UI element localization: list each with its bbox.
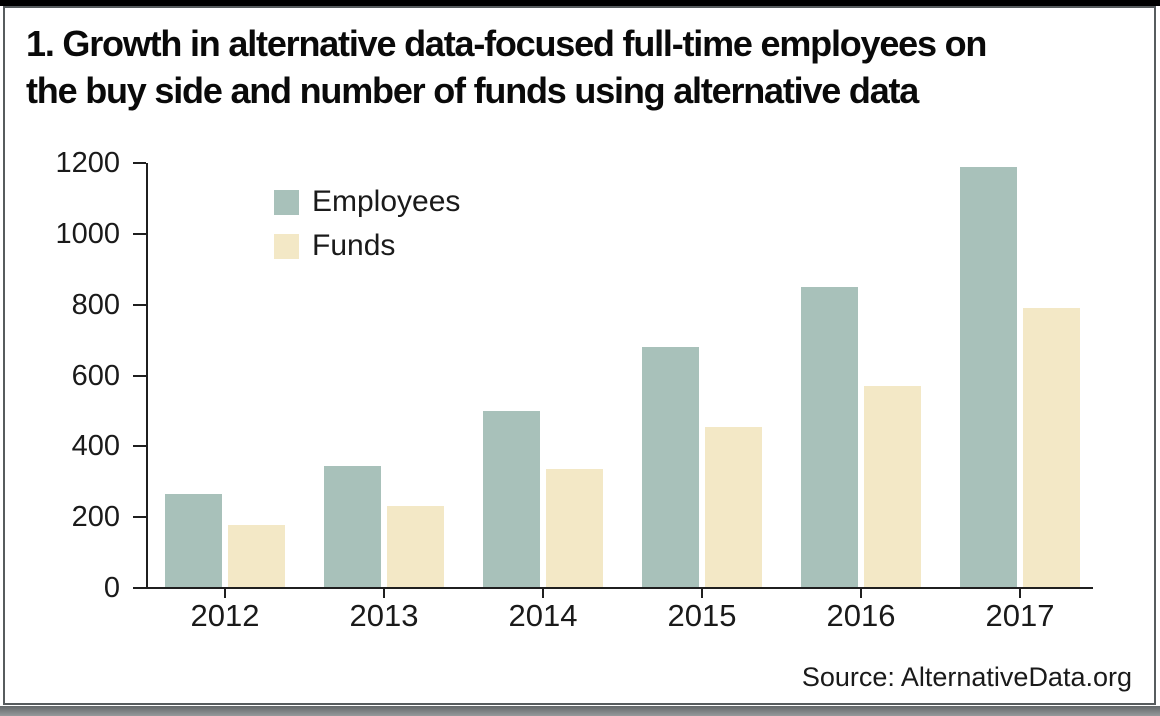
chart-title-line1: 1. Growth in alternative data-focused fu… <box>26 23 987 64</box>
x-axis-tick-2015 <box>701 589 703 598</box>
y-axis-tick-800 <box>133 303 146 306</box>
legend-item-employees: Employees <box>274 185 461 218</box>
bottom-rule <box>0 706 1160 716</box>
legend-swatch-funds <box>274 233 299 259</box>
bar-funds-2015 <box>705 426 762 588</box>
chart-title-line2: the buy side and number of funds using a… <box>26 70 919 111</box>
legend-item-funds: Funds <box>274 229 460 262</box>
x-axis-line <box>145 587 1093 589</box>
top-rule <box>0 0 1160 6</box>
y-axis-line <box>146 163 148 589</box>
y-axis-label-1000: 1000 <box>55 217 120 250</box>
bar-funds-2014 <box>546 469 603 588</box>
y-axis-label-200: 200 <box>71 501 120 534</box>
bar-employees-2013 <box>324 465 381 588</box>
bar-funds-2012 <box>228 524 285 588</box>
x-axis-tick-2016 <box>860 589 862 598</box>
chart-title: 1. Growth in alternative data-focused fu… <box>26 20 1138 114</box>
y-axis-label-1200: 1200 <box>55 147 120 179</box>
legend: Employees Funds <box>274 185 461 277</box>
y-axis-tick-600 <box>133 374 146 377</box>
bar-funds-2017 <box>1023 308 1080 588</box>
y-axis-tick-1200 <box>133 162 146 164</box>
y-axis-label-400: 400 <box>71 430 120 463</box>
legend-swatch-employees <box>274 189 299 215</box>
x-axis-tick-2012 <box>224 589 226 598</box>
bar-employees-2017 <box>960 166 1017 588</box>
y-axis-label-0: 0 <box>103 572 120 604</box>
x-axis-label-2013: 2013 <box>349 598 419 633</box>
x-axis-tick-2017 <box>1019 589 1021 598</box>
x-axis-label-2014: 2014 <box>508 598 578 633</box>
bar-employees-2014 <box>483 410 540 588</box>
bar-employees-2015 <box>642 347 699 588</box>
x-axis-label-2012: 2012 <box>190 598 260 633</box>
source-credit: Source: AlternativeData.org <box>801 662 1132 692</box>
legend-label-funds: Funds <box>312 229 396 262</box>
x-axis-label-2015: 2015 <box>667 598 737 633</box>
bar-employees-2012 <box>165 494 222 588</box>
y-axis-label-600: 600 <box>71 359 120 392</box>
legend-label-employees: Employees <box>312 185 461 218</box>
bar-funds-2016 <box>864 386 921 588</box>
y-axis-tick-0 <box>133 587 146 589</box>
x-axis-tick-2014 <box>542 589 544 598</box>
y-axis-tick-1000 <box>133 232 146 235</box>
y-axis-label-800: 800 <box>71 288 120 321</box>
bar-employees-2016 <box>801 286 858 588</box>
x-axis-label-2016: 2016 <box>826 598 896 633</box>
x-axis-tick-2013 <box>383 589 385 598</box>
y-axis-tick-200 <box>133 516 146 519</box>
x-axis-label-2017: 2017 <box>985 598 1055 633</box>
y-axis-tick-400 <box>133 445 146 448</box>
bar-funds-2013 <box>387 505 444 588</box>
